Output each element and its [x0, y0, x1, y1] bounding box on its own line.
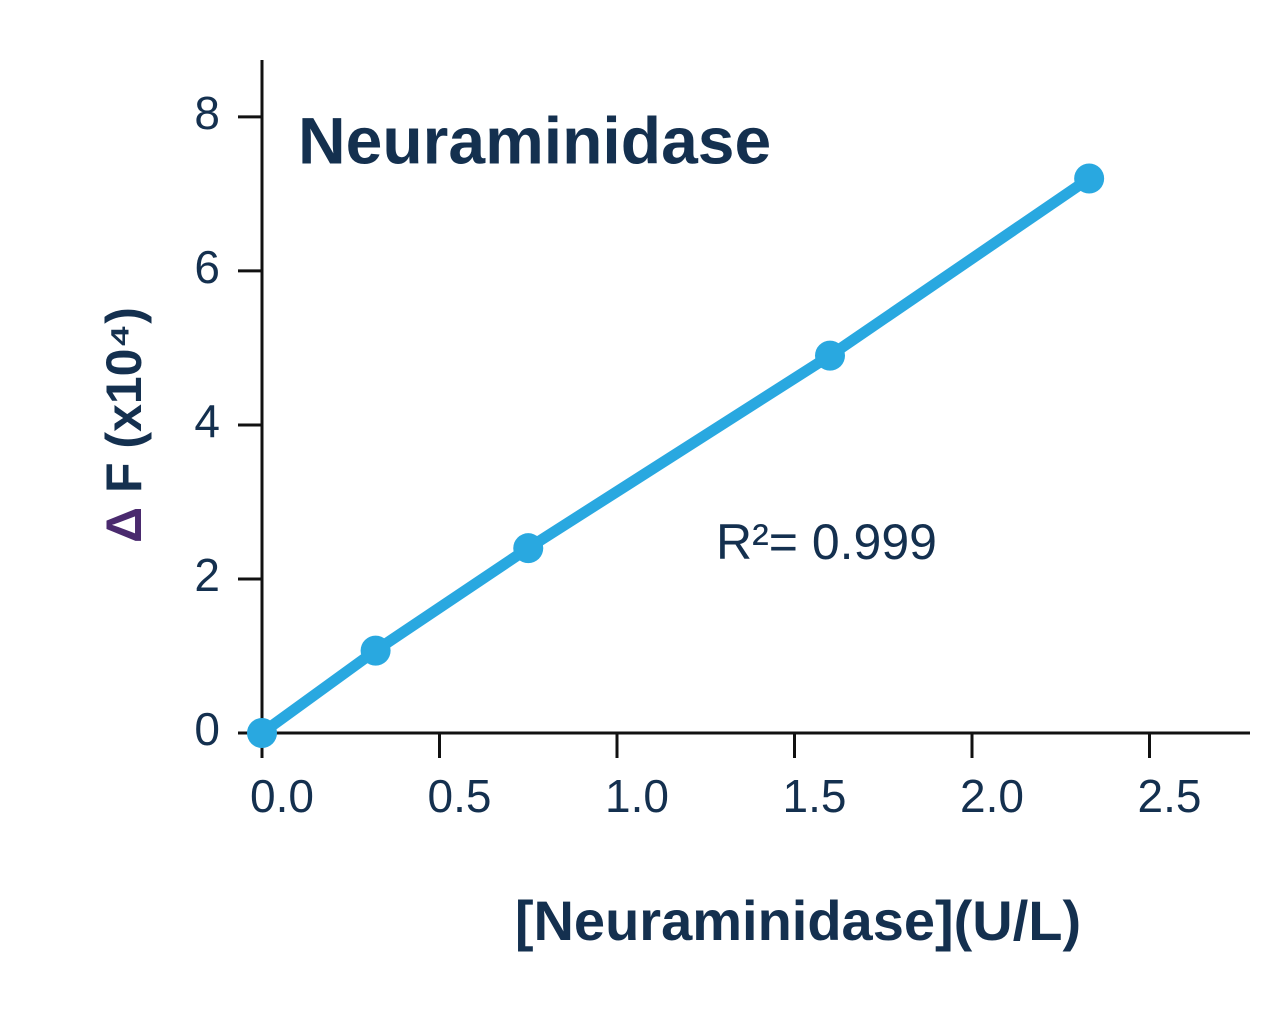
data-point — [1074, 163, 1105, 194]
y-tick-label: 6 — [194, 241, 220, 293]
data-point — [815, 340, 845, 371]
data-point — [513, 533, 544, 564]
x-tick-label: 0.5 — [428, 770, 492, 822]
data-point — [360, 635, 391, 666]
x-tick-label: 1.0 — [605, 770, 669, 822]
data-point — [247, 718, 277, 748]
y-tick-label: 0 — [194, 703, 220, 755]
x-tick-label: 0.0 — [250, 770, 314, 822]
chart-title: Neuraminidase — [298, 103, 771, 177]
y-axis-label-text: F (x10⁴) — [96, 307, 152, 493]
x-axis-label: [Neuraminidase](U/L) — [515, 889, 1081, 952]
x-tick-label: 2.0 — [960, 770, 1024, 822]
annotation: R²= 0.999 — [716, 514, 937, 570]
y-tick-label: 8 — [194, 87, 220, 139]
y-tick-label: 4 — [194, 395, 220, 447]
y-tick-label: 2 — [194, 549, 220, 601]
x-tick-label: 2.5 — [1138, 770, 1202, 822]
x-tick-label: 1.5 — [783, 770, 847, 822]
y-axis-label: Δ F (x10⁴) — [96, 307, 152, 543]
y-axis-label-symbol: Δ — [96, 507, 152, 543]
